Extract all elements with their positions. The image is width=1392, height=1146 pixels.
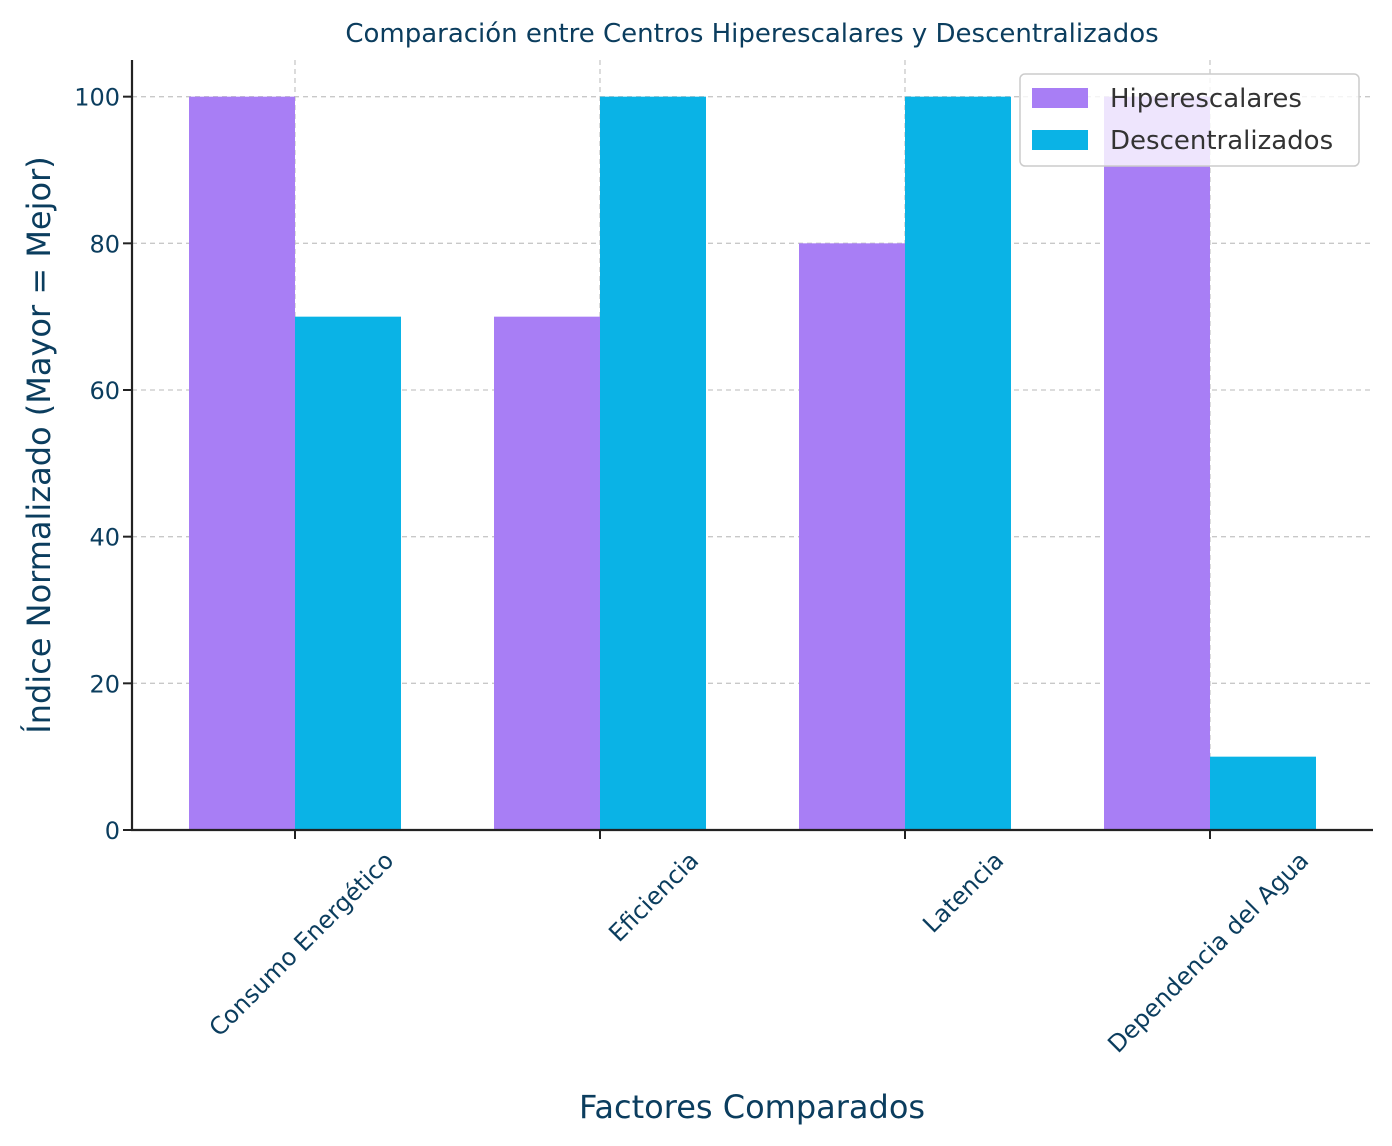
x-axis-label: Factores Comparados	[579, 1088, 925, 1126]
chart-title: Comparación entre Centros Hiperescalares…	[345, 19, 1158, 49]
legend: Hiperescalares Descentralizados	[1019, 73, 1360, 167]
y-tick-label: 60	[89, 377, 120, 405]
bars	[189, 96, 1316, 831]
bar-hiperescalares-1	[189, 96, 295, 830]
legend-box	[1019, 73, 1360, 167]
y-tick-label: 80	[89, 230, 120, 258]
y-tick-label: 100	[74, 84, 120, 112]
legend-swatch-hiperescalares	[1032, 88, 1088, 108]
x-tick-label: Dependencia del Agua	[1102, 846, 1314, 1058]
axes	[123, 60, 1373, 839]
y-tick-label: 20	[89, 670, 120, 698]
bar-hiperescalares-2	[494, 316, 600, 831]
y-axis-label: Índice Normalizado (Mayor = Mejor)	[20, 156, 58, 733]
bar-hiperescalares-4	[1104, 96, 1210, 830]
bar-hiperescalares-3	[799, 243, 905, 831]
x-tick-label: Eficiencia	[603, 846, 704, 947]
bar-descentralizados-3	[905, 96, 1011, 830]
legend-label-descentralizados: Descentralizados	[1110, 126, 1333, 156]
legend-label-hiperescalares: Hiperescalares	[1110, 84, 1302, 114]
x-tick-label: Latencia	[917, 846, 1009, 938]
bar-descentralizados-4	[1210, 756, 1316, 830]
bar-descentralizados-1	[295, 316, 401, 831]
y-tick-label: 0	[105, 817, 120, 845]
x-tick-label: Consumo Energético	[204, 846, 400, 1042]
bar-descentralizados-2	[600, 96, 706, 830]
y-tick-label: 40	[89, 524, 120, 552]
legend-swatch-descentralizados	[1032, 130, 1088, 150]
